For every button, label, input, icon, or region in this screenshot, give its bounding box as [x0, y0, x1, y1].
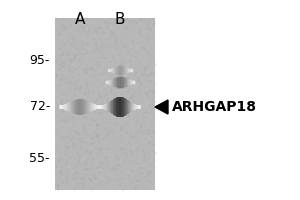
Bar [55, 18, 155, 190]
Polygon shape [155, 100, 168, 114]
Text: 72-: 72- [30, 100, 50, 114]
Text: 55-: 55- [29, 152, 50, 164]
Text: B: B [115, 12, 125, 27]
Text: ARHGAP18: ARHGAP18 [172, 100, 257, 114]
Text: A: A [75, 12, 85, 27]
Text: 95-: 95- [30, 53, 50, 66]
